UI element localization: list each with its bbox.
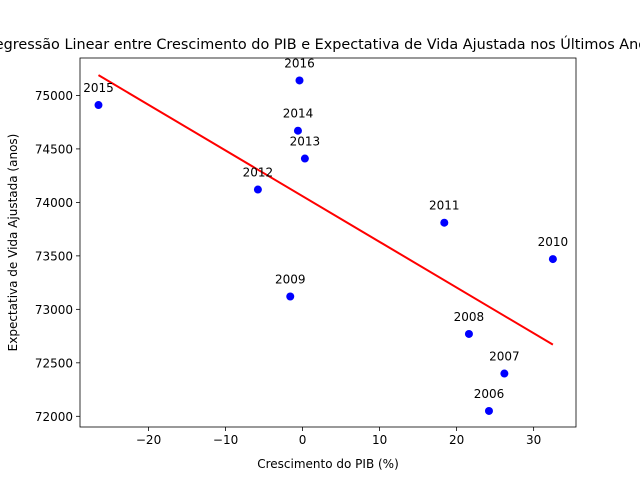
point-label: 2015 — [83, 81, 114, 95]
x-tick-label: −20 — [136, 433, 161, 447]
x-tick-label: −10 — [213, 433, 238, 447]
data-point — [464, 329, 473, 338]
data-point — [440, 218, 449, 227]
data-point — [548, 255, 557, 264]
point-label: 2011 — [429, 199, 460, 213]
plot-area: 2006 2007 2008 2009 2010 2011 2012 2013 2014 2015… — [83, 56, 569, 415]
y-tick-label: 74500 — [35, 142, 73, 156]
data-point — [500, 369, 509, 378]
data-point — [253, 185, 262, 194]
y-tick-label: 75000 — [35, 89, 73, 103]
x-axis-label: Crescimento do PIB (%) — [257, 457, 399, 471]
point-label: 2012 — [243, 166, 274, 180]
point-label: 2014 — [283, 107, 314, 121]
regression-line — [97, 74, 554, 346]
y-tick-label: 73000 — [35, 303, 73, 317]
y-axis-label: Expectativa de Vida Ajustada (anos) — [6, 134, 20, 352]
point-label: 2016 — [284, 56, 315, 70]
data-point — [286, 292, 295, 301]
y-tick-label: 72000 — [35, 410, 73, 424]
point-label: 2010 — [538, 235, 569, 249]
data-point — [295, 76, 304, 85]
x-axis: −20 −10 0 10 20 30 — [136, 427, 541, 447]
data-point — [300, 154, 309, 163]
x-tick-label: 30 — [526, 433, 541, 447]
x-tick-label: 10 — [372, 433, 387, 447]
data-point — [94, 101, 103, 110]
point-label: 2013 — [290, 135, 321, 149]
point-label: 2009 — [275, 273, 306, 287]
y-tick-label: 72500 — [35, 356, 73, 370]
y-tick-label: 73500 — [35, 249, 73, 263]
y-axis: 72000 72500 73000 73500 74000 74500 75000 — [35, 89, 80, 424]
data-point — [293, 126, 302, 135]
y-tick-label: 74000 — [35, 196, 73, 210]
plot-frame — [79, 57, 577, 428]
point-label: 2008 — [454, 310, 485, 324]
point-label: 2007 — [489, 350, 520, 364]
chart-title: Regressão Linear entre Crescimento do PI… — [0, 35, 640, 53]
x-tick-label: 0 — [299, 433, 307, 447]
data-point — [484, 406, 493, 415]
point-label: 2006 — [474, 387, 505, 401]
x-tick-label: 20 — [449, 433, 464, 447]
